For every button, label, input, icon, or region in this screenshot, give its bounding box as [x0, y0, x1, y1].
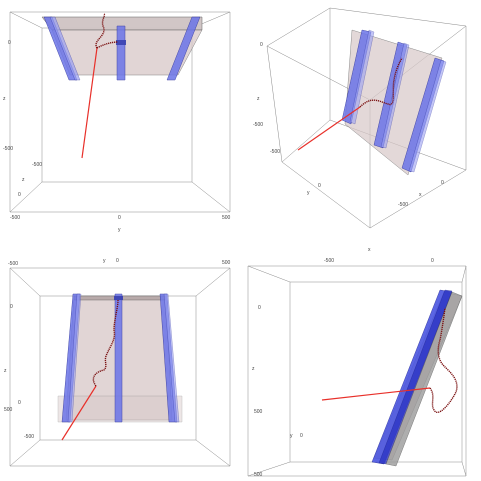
axis-name: z — [4, 368, 7, 374]
rail-center — [116, 25, 126, 81]
tick-label: 500 — [254, 472, 263, 478]
tick-label: 0 — [10, 304, 13, 310]
trajectory — [81, 13, 119, 159]
axis-name: y — [290, 433, 293, 439]
tick-label: 0 — [318, 183, 321, 189]
axis-name: z — [257, 96, 260, 102]
axis-name: z — [22, 177, 25, 183]
axis-name: y — [307, 190, 310, 196]
tick-label: 500 — [222, 260, 231, 266]
trajectory — [61, 299, 119, 441]
rail-gray — [385, 291, 463, 467]
tick-label: -500 — [324, 258, 334, 264]
axis-name: y — [103, 258, 106, 264]
tick-label: -500 — [8, 261, 18, 267]
axis-name: z — [3, 96, 6, 102]
tick-label: -500 — [270, 149, 280, 155]
tick-label: -500 — [253, 122, 263, 128]
axis-labels: 0 z -500 -500 y 0 0 x -500 x — [253, 42, 444, 253]
tick-label: 0 — [18, 400, 21, 406]
tick-label: -500 — [24, 434, 34, 440]
tick-label: 0 — [18, 192, 21, 198]
rail-left — [61, 293, 82, 423]
tick-label: -500 — [32, 162, 42, 168]
axis-name: z — [252, 366, 255, 372]
bounding-box — [247, 265, 467, 477]
tick-label: -500 — [398, 202, 408, 208]
rail-center — [114, 293, 123, 423]
tick-label: 500 — [222, 215, 231, 221]
axis-labels: -500 0 0 z 500 y 0 500 — [252, 258, 434, 478]
rail-right — [166, 16, 201, 81]
tick-label: 0 — [441, 180, 444, 186]
axis-name: x — [368, 247, 371, 253]
tick-label: 0 — [116, 258, 119, 264]
tick-label: 0 — [8, 40, 11, 46]
view-top-right: 0 z -500 -500 y 0 0 x -500 x — [253, 7, 467, 253]
tick-label: 500 — [4, 407, 13, 413]
tick-label: 0 — [431, 258, 434, 264]
rail-blue — [371, 289, 453, 465]
tick-label: 0 — [260, 42, 263, 48]
axis-name: x — [419, 192, 422, 198]
rail-left — [341, 29, 375, 125]
slab-panel — [41, 16, 203, 76]
axis-labels: -500 0 500 y 0 z -500 -500 z 0 — [3, 40, 231, 233]
tick-label: 0 — [300, 433, 303, 439]
rail-center — [373, 41, 410, 149]
tick-label: 0 — [258, 305, 261, 311]
axis-name: y — [118, 227, 121, 233]
tick-label: -500 — [3, 146, 13, 152]
tick-label: -500 — [10, 215, 20, 221]
trajectory — [297, 57, 403, 151]
rail-right — [401, 57, 447, 173]
tick-label: 0 — [118, 215, 121, 221]
view-bottom-left: -500 y 0 500 0 z 500 -500 0 — [4, 258, 231, 467]
axis-labels: -500 y 0 500 0 z 500 -500 0 — [4, 258, 231, 440]
rail-left — [43, 16, 81, 81]
view-bottom-right: -500 0 0 z 500 y 0 500 — [247, 258, 467, 478]
rail-right — [159, 293, 180, 423]
tick-label: 500 — [254, 409, 263, 415]
view-top-left: -500 0 500 y 0 z -500 -500 z 0 — [3, 11, 231, 233]
trajectory — [321, 307, 458, 413]
